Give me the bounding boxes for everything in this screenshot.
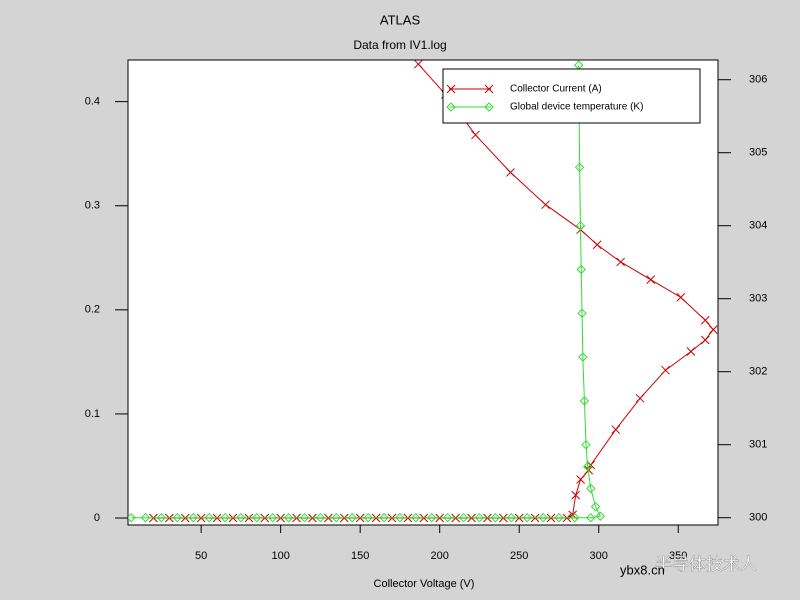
y2-tick-label: 304 [749,220,767,232]
chart-subtitle: Data from IV1.log [353,38,446,52]
marker [347,512,357,523]
x-tick-label: 150 [351,550,369,562]
marker [578,352,588,362]
watermark: 半导体技术人 [655,555,757,575]
marker [686,347,696,356]
y2-tick-label: 301 [749,439,767,451]
marker [156,512,167,523]
marker [541,200,550,210]
marker [586,483,596,494]
y-tick-label: 0.1 [85,408,100,420]
x-tick-label: 300 [590,550,608,562]
marker [571,490,581,500]
y2-tick-label: 303 [749,293,767,305]
chart-title: ATLAS [380,12,421,27]
marker [204,512,214,523]
marker [395,512,405,523]
legend-box [442,68,701,124]
x-tick-label: 250 [510,550,528,562]
marker [458,512,469,523]
marker [315,512,326,523]
marker [331,512,342,523]
marker [554,512,564,523]
marker [646,275,656,284]
marker [575,220,586,231]
marker [586,512,596,523]
marker [474,512,485,523]
y2-tick-label: 302 [749,366,767,378]
watermark: ybx8.cn [620,562,665,577]
y-tick-label: 0.4 [85,96,100,108]
y-tick-label: 0.2 [85,304,100,316]
marker [570,512,580,523]
marker [252,512,262,523]
y2-tick-label: 305 [749,147,767,159]
marker [577,308,587,319]
marker [700,335,710,345]
marker [592,240,602,250]
legend-marker [484,84,494,94]
marker [471,130,480,140]
marker [363,512,373,523]
marker [579,396,590,406]
y-tick-label: 0.3 [85,200,100,212]
x-tick-label: 50 [195,550,207,562]
y2-tick-label: 300 [749,512,767,524]
marker [635,393,645,403]
marker [236,512,246,523]
marker [188,512,198,523]
x-tick-label: 100 [271,550,289,562]
marker [128,512,136,523]
legend-marker [484,102,494,112]
marker [442,512,453,523]
y2-tick-label: 306 [749,74,767,86]
y-tick-label: 0 [94,512,100,524]
legend-marker [446,84,456,94]
marker [590,502,601,512]
series-line [131,65,602,519]
marker [268,512,278,523]
marker [414,60,423,69]
marker [611,425,621,434]
marker [576,475,585,484]
marker [581,439,591,450]
marker [700,315,710,325]
marker [506,168,515,177]
marker [574,162,585,173]
marker [140,512,151,523]
marker [576,264,586,275]
marker [490,512,501,523]
marker [676,292,686,302]
marker [427,512,437,523]
marker [522,512,532,523]
marker [506,512,516,523]
marker [299,512,310,523]
marker [582,461,593,472]
legend-label: Global device temperature (K) [510,102,643,113]
x-tick-label: 350 [669,550,687,562]
marker [172,512,183,523]
marker [283,512,294,523]
marker [661,365,670,375]
marker [379,512,389,523]
marker [411,512,421,523]
marker [595,511,606,521]
marker [220,512,230,523]
x-axis-label: Collector Voltage (V) [374,578,475,590]
marker [708,325,718,334]
marker [538,512,548,523]
marker [616,257,626,267]
plot-area [127,59,719,526]
legend-label: Collector Current (A) [510,84,602,95]
legend-marker [446,102,456,112]
x-tick-label: 200 [431,550,449,562]
